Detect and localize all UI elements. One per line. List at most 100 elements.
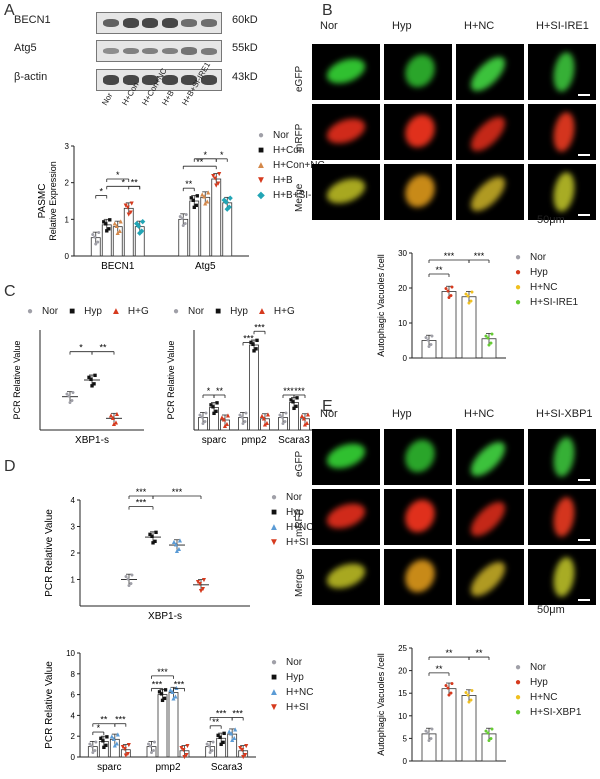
micrograph-column-header: H+SI-IRE1 [536, 20, 589, 32]
blot-size-label: 55kD [232, 42, 258, 54]
micrograph-column-header: Hyp [392, 20, 412, 32]
data-point: ▼ [181, 754, 188, 761]
data-point: ▲ [114, 230, 121, 237]
data-point: ▼ [125, 742, 132, 749]
data-point: ▲ [199, 191, 206, 198]
data-point: ● [486, 730, 490, 737]
blot-band [142, 18, 158, 28]
data-point: ● [444, 683, 448, 690]
data-point: ● [97, 230, 101, 237]
micrograph-row-label: Merge [294, 183, 305, 212]
data-point: ● [244, 410, 248, 417]
legend-item: ● H+NC [512, 280, 578, 295]
micrograph-column-header: H+SI-XBP1 [536, 408, 593, 420]
sig-label: * [203, 150, 207, 160]
y-axis-label: PCR Relative Value [44, 509, 55, 597]
micrograph-cell [312, 429, 380, 485]
data-point: ● [427, 737, 431, 744]
data-point: ● [130, 572, 134, 579]
legend-item: ■ Hyp [66, 304, 102, 319]
y-axis-label: PCR Relative Value [44, 661, 55, 749]
sig-label: *** [174, 679, 185, 689]
panel-letter-e: E [322, 398, 333, 415]
data-point: ▲ [111, 421, 118, 428]
data-point: ■ [215, 400, 219, 407]
micrograph-row-label: eGFP [294, 65, 305, 92]
micrograph-row-label: mRFP [294, 123, 305, 152]
data-point: ◆ [224, 199, 230, 206]
micrograph-column-header: Hyp [392, 408, 412, 420]
data-point: ● [489, 735, 493, 742]
legend-marker-icon: ■ [69, 306, 76, 317]
chart-c-targets: PCR Relative Valuesparc●●●●●■■■■■▲▲▲▲▲pm… [166, 322, 314, 446]
data-point: ● [183, 221, 187, 228]
legend-label: Hyp [84, 306, 102, 317]
data-point: ▲ [201, 194, 208, 201]
data-point: ▼ [128, 200, 135, 207]
data-point: ● [464, 291, 468, 298]
cell-fluorescence [323, 498, 369, 534]
data-point: ▲ [113, 740, 120, 747]
data-point: ● [88, 741, 92, 748]
data-point: ● [96, 239, 100, 246]
legend-label: Nor [273, 130, 290, 141]
legend-label: Hyp [230, 306, 248, 317]
data-point: ● [201, 420, 205, 427]
data-point: ■ [192, 204, 196, 211]
legend-item: ■ Hyp [268, 670, 314, 685]
legend-label: Nor [530, 662, 547, 673]
cell-fluorescence [399, 554, 441, 598]
y-tick-label: 2 [71, 732, 76, 741]
data-point: ● [210, 748, 214, 755]
data-point: ● [181, 223, 185, 230]
y-tick-label: 0 [71, 753, 76, 762]
data-point: ● [91, 232, 95, 239]
sig-label: ** [216, 386, 224, 396]
blot-band [122, 18, 139, 28]
sig-label: * [79, 343, 83, 353]
legend-item: ● Nor [255, 128, 334, 143]
data-point: ■ [151, 540, 155, 547]
data-point: ● [429, 342, 433, 349]
data-point: ■ [211, 404, 215, 411]
data-point: ■ [252, 348, 256, 355]
micrograph-cell [312, 104, 380, 160]
data-point: ● [148, 743, 152, 750]
micrograph-cell [384, 549, 452, 605]
y-tick-label: 20 [398, 284, 407, 293]
cell-fluorescence [465, 51, 511, 97]
legend-c-left: ● Nor ■ Hyp ▲ H+G [24, 304, 149, 319]
data-point: ▼ [178, 745, 185, 752]
sig-label: * [116, 170, 120, 180]
category-label: BECN1 [101, 261, 135, 272]
data-point: ● [124, 574, 128, 581]
data-point: ● [424, 335, 428, 342]
data-point: ● [93, 234, 97, 241]
sig-label: ** [435, 265, 443, 275]
data-point: ● [469, 298, 473, 305]
blot-lane-label: Nor [100, 91, 115, 107]
data-point: ▲ [177, 537, 184, 544]
data-point: ▲ [219, 414, 226, 421]
data-point: ▼ [195, 579, 202, 586]
cell-fluorescence [550, 555, 578, 599]
data-point: ▲ [110, 415, 117, 422]
cell-fluorescence [399, 494, 441, 538]
data-point: ● [426, 730, 430, 737]
sig-label: * [121, 177, 125, 187]
y-tick-label: 1 [71, 576, 76, 585]
legend-marker-icon: ▲ [256, 306, 267, 317]
sig-label: *** [232, 708, 243, 718]
cell-fluorescence [465, 496, 511, 542]
data-point: ● [278, 412, 282, 419]
legend-b: ● Nor ● Hyp ● H+NC ● H+SI-IRE1 [512, 250, 578, 310]
data-point: ● [427, 344, 431, 351]
data-point: ● [280, 414, 284, 421]
data-point: ● [149, 750, 153, 757]
micrograph-cell [528, 489, 596, 545]
data-point: ■ [150, 534, 154, 541]
legend-marker-icon: ▼ [269, 702, 279, 713]
y-tick-label: 3 [65, 142, 70, 151]
legend-marker-icon: ● [514, 297, 522, 308]
data-point: ■ [89, 377, 93, 384]
